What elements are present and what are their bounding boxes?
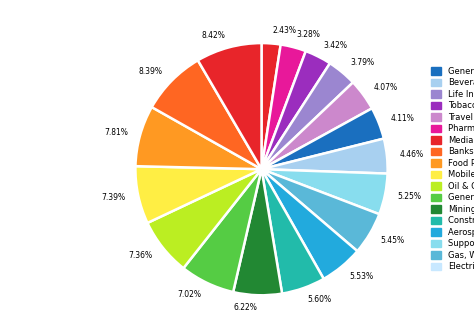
Wedge shape [233, 169, 282, 295]
Text: 3.28%: 3.28% [297, 30, 320, 40]
Text: 2.43%: 2.43% [272, 26, 296, 36]
Wedge shape [262, 169, 324, 293]
Wedge shape [262, 169, 379, 251]
Text: 7.36%: 7.36% [129, 251, 153, 260]
Text: 3.42%: 3.42% [324, 41, 348, 50]
Wedge shape [262, 82, 372, 169]
Text: 5.60%: 5.60% [308, 295, 332, 305]
Wedge shape [136, 107, 262, 169]
Text: 7.81%: 7.81% [104, 128, 128, 137]
Legend: General Financial, Beverages, Life Insurance, Tobacco, Travel & Leisure, Pharmac: General Financial, Beverages, Life Insur… [429, 65, 474, 273]
Wedge shape [147, 169, 262, 268]
Text: 5.45%: 5.45% [381, 236, 405, 245]
Text: 6.22%: 6.22% [233, 303, 257, 312]
Text: 4.11%: 4.11% [391, 114, 414, 123]
Wedge shape [262, 108, 384, 169]
Wedge shape [262, 43, 281, 169]
Wedge shape [262, 169, 388, 214]
Text: 3.79%: 3.79% [350, 58, 374, 67]
Wedge shape [262, 169, 357, 279]
Text: 5.53%: 5.53% [350, 272, 374, 281]
Wedge shape [262, 139, 388, 174]
Text: 5.25%: 5.25% [398, 192, 421, 201]
Wedge shape [262, 51, 330, 169]
Wedge shape [198, 43, 262, 169]
Text: 7.39%: 7.39% [102, 193, 126, 202]
Wedge shape [262, 45, 306, 169]
Text: 7.02%: 7.02% [177, 290, 201, 299]
Wedge shape [152, 60, 262, 169]
Text: 4.07%: 4.07% [374, 83, 398, 92]
Text: 8.42%: 8.42% [201, 31, 225, 40]
Text: 8.39%: 8.39% [139, 67, 163, 76]
Wedge shape [183, 169, 262, 292]
Wedge shape [136, 166, 262, 223]
Text: 4.46%: 4.46% [400, 150, 424, 159]
Wedge shape [262, 63, 353, 169]
